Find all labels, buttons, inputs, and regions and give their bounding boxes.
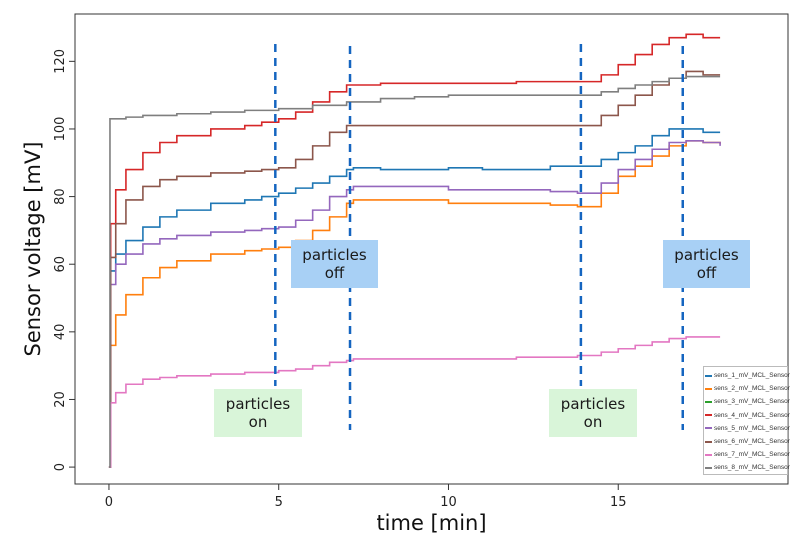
x-tick-label-3: 15 <box>610 495 627 510</box>
x-tick-label-2: 10 <box>440 495 457 510</box>
legend-swatch <box>705 400 712 403</box>
legend-swatch <box>705 466 712 469</box>
y-tick-label-5: 100 <box>53 117 68 142</box>
legend-label: sens_2_mV_MCL_Sensor <box>714 385 790 393</box>
annotation-box-4: particles off <box>663 240 750 288</box>
legend-item-5: sens_5_mV_MCL_Sensor <box>705 422 790 435</box>
legend-item-7: sens_7_mV_MCL_Sensor <box>705 448 790 461</box>
legend-item-4: sens_4_mV_MCL_Sensor <box>705 409 790 422</box>
legend-label: sens_1_mV_MCL_Sensor <box>714 372 790 380</box>
y-axis-title: Sensor voltage [mV] <box>21 141 45 356</box>
annotation-text-1: particles on <box>225 395 291 431</box>
legend-label: sens_8_mV_MCL_Sensor <box>714 464 790 472</box>
legend-label: sens_6_mV_MCL_Sensor <box>714 438 790 446</box>
annotation-text-3: particles on <box>560 395 626 431</box>
legend-swatch <box>705 387 712 390</box>
y-tick-label-6: 120 <box>53 49 68 74</box>
annotation-text-2: particles off <box>302 246 367 282</box>
y-tick-label-0: 0 <box>53 463 68 471</box>
legend-label: sens_7_mV_MCL_Sensor <box>714 451 790 459</box>
legend-label: sens_4_mV_MCL_Sensor <box>714 411 790 419</box>
series-line-2 <box>108 139 721 468</box>
plot-frame <box>74 13 789 485</box>
y-tick-label-1: 20 <box>53 391 68 408</box>
legend-label: sens_5_mV_MCL_Sensor <box>714 424 790 432</box>
series-line-6 <box>108 70 721 468</box>
legend-item-2: sens_2_mV_MCL_Sensor <box>705 382 790 395</box>
annotation-text-4: particles off <box>674 246 739 282</box>
series-line-7 <box>108 336 721 468</box>
legend-item-3: sens_3_mV_MCL_Sensor <box>705 395 790 408</box>
legend-swatch <box>705 453 712 456</box>
x-tick-label-0: 0 <box>105 495 113 510</box>
legend-swatch <box>705 374 712 377</box>
annotation-box-2: particles off <box>291 240 378 288</box>
annotation-box-1: particles on <box>214 389 302 437</box>
x-tick-label-1: 5 <box>275 495 283 510</box>
annotation-box-3: particles on <box>549 389 637 437</box>
legend-item-1: sens_1_mV_MCL_Sensor <box>705 369 790 382</box>
legend-label: sens_3_mV_MCL_Sensor <box>714 398 790 406</box>
series-line-1 <box>108 128 721 468</box>
y-tick-label-3: 60 <box>53 256 68 273</box>
series-line-5 <box>108 139 721 468</box>
y-tick-label-4: 80 <box>53 188 68 205</box>
legend-swatch <box>705 414 712 417</box>
series-line-8 <box>108 75 721 468</box>
legend-swatch <box>705 427 712 430</box>
legend: sens_1_mV_MCL_Sensor sens_2_mV_MCL_Sensor… <box>703 366 790 475</box>
legend-swatch <box>705 440 712 443</box>
y-tick-label-2: 40 <box>53 324 68 341</box>
x-axis-title: time [min] <box>376 511 486 535</box>
series-line-4 <box>108 33 721 468</box>
legend-item-6: sens_6_mV_MCL_Sensor <box>705 435 790 448</box>
legend-item-8: sens_8_mV_MCL_Sensor <box>705 461 790 474</box>
